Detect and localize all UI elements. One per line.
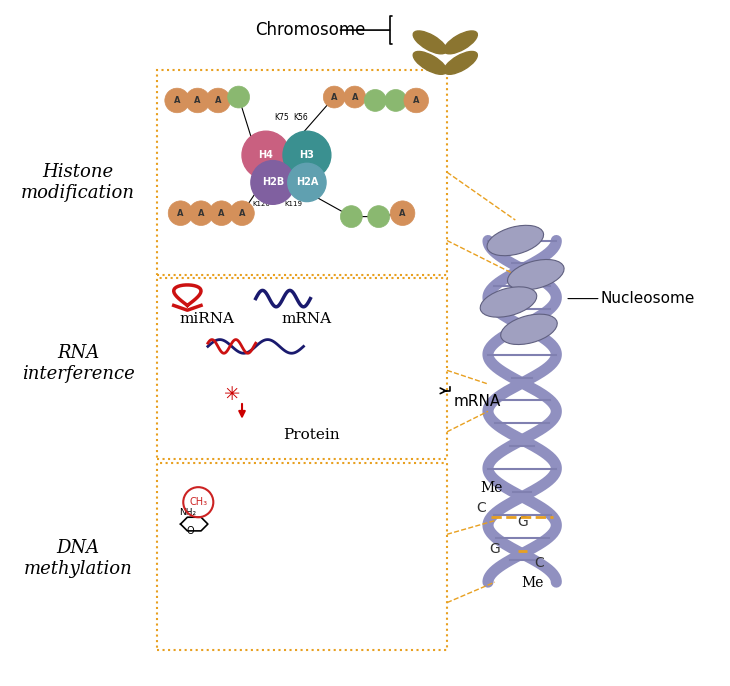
Text: A: A — [413, 96, 420, 105]
Text: A: A — [194, 96, 201, 105]
Text: G: G — [489, 543, 500, 556]
Text: RNA
interference: RNA interference — [22, 344, 134, 383]
Text: mRNA: mRNA — [282, 312, 332, 326]
Ellipse shape — [444, 31, 477, 54]
Circle shape — [385, 90, 407, 111]
Text: C: C — [476, 501, 486, 515]
Ellipse shape — [501, 314, 557, 344]
Circle shape — [230, 201, 254, 226]
Circle shape — [210, 201, 234, 226]
Text: A: A — [174, 96, 180, 105]
Circle shape — [165, 88, 189, 113]
Text: mRNA: mRNA — [454, 394, 501, 409]
Circle shape — [168, 201, 193, 226]
Text: Histone
modification: Histone modification — [21, 163, 135, 202]
Text: C: C — [534, 556, 544, 570]
Text: H4: H4 — [258, 150, 273, 160]
Text: Me: Me — [480, 481, 502, 495]
Text: A: A — [399, 209, 406, 217]
Text: A: A — [352, 93, 358, 102]
Circle shape — [404, 88, 429, 113]
Text: ✳: ✳ — [223, 385, 240, 404]
Ellipse shape — [413, 51, 447, 74]
Text: G: G — [517, 515, 528, 529]
Circle shape — [251, 161, 295, 204]
Ellipse shape — [413, 31, 447, 54]
Text: K119: K119 — [284, 202, 302, 207]
Ellipse shape — [487, 225, 544, 256]
Text: K120: K120 — [252, 202, 270, 207]
Text: A: A — [218, 209, 225, 217]
Text: O: O — [187, 526, 195, 536]
Circle shape — [288, 163, 326, 202]
Text: DNA
methylation: DNA methylation — [23, 539, 132, 578]
Text: H2B: H2B — [261, 178, 284, 187]
Text: Nucleosome: Nucleosome — [601, 291, 695, 306]
Circle shape — [368, 206, 390, 228]
Text: K75: K75 — [274, 113, 289, 121]
Text: A: A — [239, 209, 245, 217]
Text: A: A — [331, 93, 337, 102]
Text: A: A — [215, 96, 221, 105]
Circle shape — [283, 131, 331, 179]
Ellipse shape — [444, 51, 477, 74]
Circle shape — [185, 88, 210, 113]
Text: H3: H3 — [299, 150, 315, 160]
Text: A: A — [177, 209, 184, 217]
Circle shape — [323, 86, 345, 108]
Text: Me: Me — [521, 576, 544, 591]
Text: A: A — [198, 209, 204, 217]
Circle shape — [228, 86, 250, 108]
Circle shape — [206, 88, 231, 113]
Circle shape — [364, 90, 386, 111]
Circle shape — [344, 86, 366, 108]
Text: CH₃: CH₃ — [189, 497, 207, 507]
Ellipse shape — [507, 259, 564, 290]
Ellipse shape — [480, 287, 537, 317]
Text: miRNA: miRNA — [179, 312, 234, 326]
Circle shape — [242, 131, 290, 179]
Circle shape — [340, 206, 362, 228]
Circle shape — [391, 201, 415, 226]
Text: H2A: H2A — [296, 178, 318, 187]
Text: NH₂: NH₂ — [179, 508, 196, 517]
Text: Protein: Protein — [283, 428, 339, 442]
Circle shape — [189, 201, 213, 226]
Text: K56: K56 — [293, 113, 308, 121]
Text: Chromosome: Chromosome — [255, 21, 366, 39]
